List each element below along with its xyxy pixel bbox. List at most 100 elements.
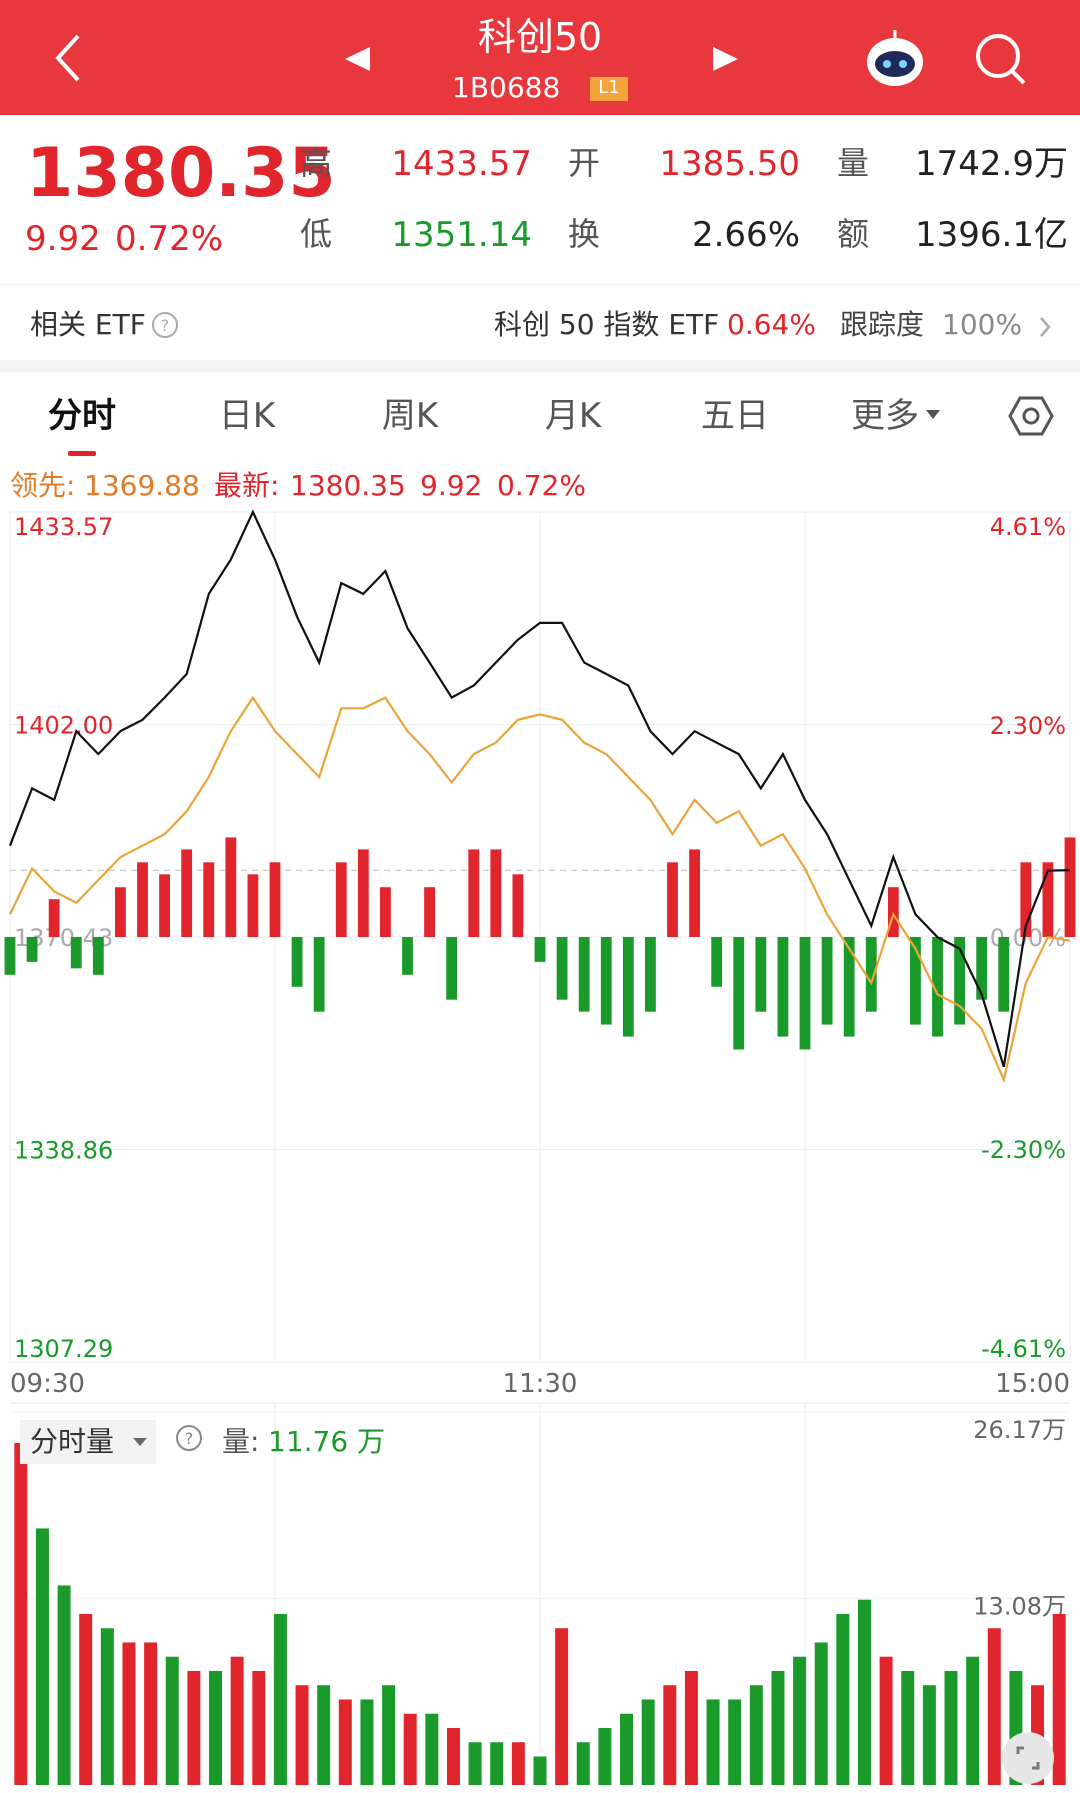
more-caret[interactable]	[926, 410, 940, 419]
volume-help[interactable]: ?	[174, 1423, 204, 1453]
volume-bar	[360, 1699, 374, 1785]
flow-bar	[556, 937, 568, 1000]
flow-bar	[1020, 862, 1032, 937]
assistant-icon[interactable]	[867, 30, 923, 86]
tab[interactable]: 日K	[218, 396, 276, 436]
lead-label: 领先:	[10, 469, 76, 502]
volume-bar	[511, 1742, 525, 1785]
volume-bar	[706, 1699, 720, 1785]
search-button[interactable]	[976, 34, 1026, 85]
flow-bar	[203, 862, 215, 937]
help-icon[interactable]: ?	[150, 310, 180, 340]
flow-bar	[755, 937, 767, 1012]
title: 科创50	[477, 15, 603, 59]
back-button[interactable]	[55, 34, 80, 82]
volume-bar	[663, 1685, 677, 1785]
volume-bar	[317, 1685, 331, 1785]
svg-text:?: ?	[185, 1429, 194, 1448]
tab[interactable]: 月K	[544, 396, 602, 436]
prev-button[interactable]	[345, 47, 370, 71]
tab[interactable]: 更多	[851, 396, 919, 436]
price: 1380.35	[26, 134, 336, 213]
flow-bar	[645, 937, 656, 1012]
stat-value: 2.66%	[691, 215, 800, 255]
volume-bar	[814, 1642, 828, 1785]
last-pct: 0.72%	[497, 469, 586, 502]
flow-bar	[247, 874, 259, 937]
volume-bar	[944, 1670, 958, 1785]
volume-mode-caret[interactable]	[130, 1432, 150, 1452]
volume-bar	[598, 1727, 612, 1785]
svg-text:?: ?	[161, 316, 170, 335]
top-icons	[55, 30, 1026, 101]
volume-bar	[901, 1670, 915, 1785]
volume-bar	[273, 1613, 287, 1785]
flow-bar	[48, 899, 60, 937]
tab[interactable]: 周K	[381, 396, 439, 436]
volume-mode-bg[interactable]	[20, 1420, 156, 1464]
volume-bar	[793, 1656, 807, 1785]
etf-chevron[interactable]	[1035, 312, 1055, 342]
stat-label: 高	[300, 144, 333, 182]
y-tick-label: 1433.57	[14, 513, 113, 541]
section-gap	[0, 360, 1080, 372]
volume-bar	[165, 1656, 179, 1785]
stat-value: 1433.57	[391, 144, 532, 184]
stat-label: 量	[837, 144, 870, 182]
flow-bar	[865, 937, 877, 1012]
flow-bar	[777, 937, 789, 1037]
flow-bar	[887, 887, 899, 937]
y2-tick-label: 2.30%	[990, 712, 1066, 740]
flow-bar	[357, 849, 369, 937]
volume-label: 量:	[222, 1425, 260, 1458]
volume-bar	[295, 1685, 309, 1785]
volume-bar	[749, 1685, 763, 1785]
fullscreen-button[interactable]	[1000, 1730, 1056, 1786]
stat-label: 开	[568, 144, 601, 182]
flow-bar	[335, 862, 347, 937]
divider	[0, 284, 1080, 285]
flow-bar	[115, 887, 126, 937]
flow-bar	[26, 937, 38, 962]
flow-bar	[711, 937, 723, 987]
flow-bar	[821, 937, 833, 1025]
volume-bar	[922, 1685, 936, 1785]
flow-bar	[1042, 862, 1054, 937]
flow-bar	[380, 887, 391, 937]
tab[interactable]: 五日	[701, 396, 769, 436]
stat-label: 低	[300, 215, 333, 253]
volume-value: 11.76 万	[268, 1425, 386, 1458]
volume-bar	[858, 1599, 871, 1785]
price-line	[8, 509, 1071, 1068]
volume-bar	[468, 1742, 482, 1785]
flow-bar	[843, 937, 855, 1037]
flow-bar	[976, 937, 988, 1000]
stat-value: 1396.1亿	[915, 215, 1068, 255]
volume-bar	[252, 1670, 266, 1785]
volume-bar	[987, 1628, 1001, 1785]
y2-tick-label: -4.61%	[981, 1335, 1066, 1363]
stat-label: 额	[837, 215, 870, 253]
x-tick-label: 15:00	[995, 1369, 1070, 1399]
flow-bar	[578, 937, 590, 1012]
y2-tick-label: -2.30%	[981, 1136, 1066, 1164]
next-button[interactable]	[713, 47, 738, 71]
flow-bar	[534, 937, 546, 962]
volume-bar	[490, 1742, 504, 1785]
flow-bar	[512, 874, 524, 937]
volume-mode[interactable]: 分时量	[30, 1425, 115, 1458]
flow-bar	[181, 849, 193, 937]
etf-label: 相关 ETF	[30, 308, 146, 341]
stat-value: 1385.50	[659, 144, 800, 184]
tab[interactable]: 分时	[48, 396, 116, 436]
settings-button[interactable]	[1008, 393, 1054, 439]
y-tick-label: 1402.00	[14, 712, 113, 740]
volume-bar	[771, 1670, 785, 1785]
flow-bar	[269, 862, 281, 937]
etf-name[interactable]: 科创 50 指数 ETF	[494, 308, 720, 341]
flow-bar	[159, 874, 170, 937]
volume-bar	[555, 1628, 569, 1785]
flow-bar	[424, 887, 435, 937]
flow-bar	[291, 937, 303, 987]
